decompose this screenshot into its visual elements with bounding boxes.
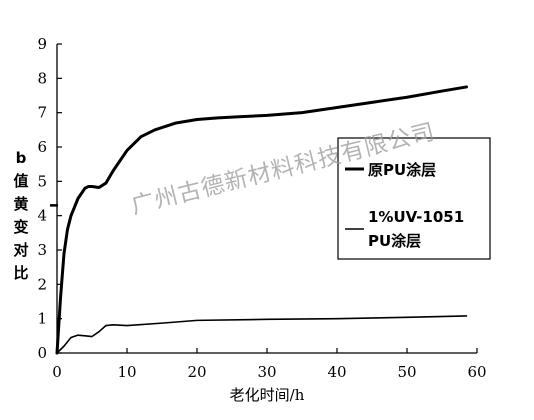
series-line-1 (56, 315, 468, 354)
y-tick-label: 9 (37, 35, 47, 53)
legend-box (337, 137, 491, 260)
y-tick-label: 5 (37, 172, 47, 190)
series-layer (55, 85, 468, 355)
series-line-0 (55, 85, 468, 355)
labels: 0 1 2 3 4 5 6 7 8 9 0 10 20 30 40 50 60 老化时间/h b 值黄变对比 (13, 35, 486, 404)
y-axis-title: b 值黄变对比 (13, 149, 28, 282)
y-tick-label: 6 (37, 138, 47, 156)
x-tick-label: 20 (187, 363, 206, 381)
x-tick-label: 30 (257, 363, 276, 381)
x-axis-title: 老化时间/h (230, 386, 305, 404)
y-tick-label: 1 (37, 310, 47, 328)
y-tick-label: 3 (37, 241, 47, 259)
legend: 原PU涂层 1%UV-1051 PU涂层 (337, 137, 491, 260)
y-tick-label: 0 (37, 344, 47, 362)
x-tick-label: 0 (52, 363, 62, 381)
x-tick-label: 40 (327, 363, 346, 381)
x-tick-label: 10 (117, 363, 136, 381)
legend-label-1-line1: 1%UV-1051 (368, 208, 464, 226)
x-tick-label: 50 (397, 363, 416, 381)
legend-label-0: 原PU涂层 (368, 161, 436, 179)
x-tick-label: 60 (467, 363, 486, 381)
y-tick-label: 7 (37, 104, 47, 122)
y-tick-label: 2 (37, 275, 47, 293)
legend-label-1-line2: PU涂层 (368, 232, 421, 250)
y-tick-label: 8 (37, 69, 47, 87)
y-tick-label: 4 (37, 207, 47, 225)
